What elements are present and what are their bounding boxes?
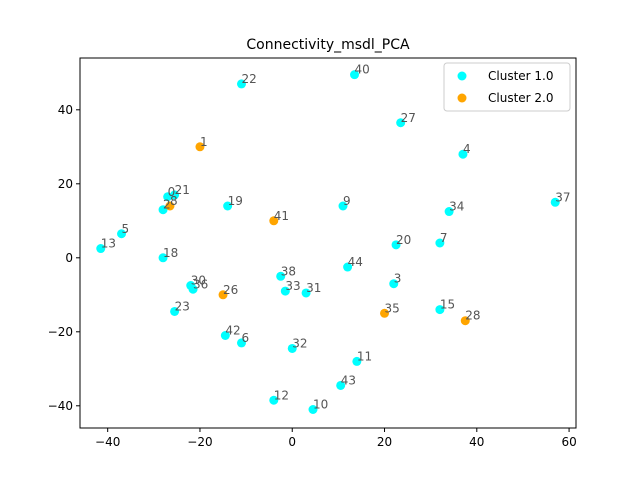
point-label-40: 40 xyxy=(355,63,370,77)
scatter-point-2 xyxy=(158,205,168,215)
scatter-point-21 xyxy=(170,190,180,200)
point-label-34: 34 xyxy=(449,200,464,214)
scatter-point-38 xyxy=(276,271,286,281)
y-tick-label: 40 xyxy=(58,103,73,117)
scatter-point-41 xyxy=(269,216,279,226)
point-label-27: 27 xyxy=(401,111,416,125)
y-axis: −40 −20 0 20 40 xyxy=(48,103,80,413)
scatter-point-22 xyxy=(236,79,246,89)
point-label-19: 19 xyxy=(228,194,243,208)
point-label-13: 13 xyxy=(101,237,116,251)
point-label-10: 10 xyxy=(313,398,328,412)
x-tick-label: −20 xyxy=(187,435,212,449)
point-label-22: 22 xyxy=(241,72,256,86)
point-label-33: 33 xyxy=(285,279,300,293)
point-label-4: 4 xyxy=(463,142,471,156)
point-label-0: 0 xyxy=(168,185,176,199)
point-label-11: 11 xyxy=(357,349,372,363)
scatter-point-32 xyxy=(287,343,297,353)
scatter-point-33 xyxy=(280,286,290,296)
point-label-6: 6 xyxy=(241,331,249,345)
point-label-7: 7 xyxy=(440,231,448,245)
scatter-point-9 xyxy=(338,201,348,211)
point-label-26: 26 xyxy=(223,283,238,297)
scatter-point-26 xyxy=(218,290,228,300)
chart-title: Connectivity_msdl_PCA xyxy=(246,37,410,53)
x-tick-label: −40 xyxy=(95,435,120,449)
scatter-point-20 xyxy=(391,240,401,250)
y-tick-label: −20 xyxy=(48,325,73,339)
scatter-point-43 xyxy=(336,380,346,390)
point-label-31: 31 xyxy=(306,281,321,295)
point-label-9: 9 xyxy=(343,194,351,208)
scatter-point-44 xyxy=(343,262,353,272)
point-label-43: 43 xyxy=(341,373,356,387)
x-tick-label: 20 xyxy=(377,435,392,449)
point-label-30: 30 xyxy=(191,274,206,288)
scatter-point-18 xyxy=(158,253,168,263)
point-label-38: 38 xyxy=(281,264,296,278)
scatter-point-28 xyxy=(460,316,470,326)
point-label-36: 36 xyxy=(193,277,208,291)
scatter-point-15 xyxy=(435,305,445,315)
point-label-35: 35 xyxy=(385,301,400,315)
point-label-42: 42 xyxy=(225,324,240,338)
scatter-point-31 xyxy=(301,288,311,298)
point-label-32: 32 xyxy=(292,336,307,350)
points-layer xyxy=(96,70,560,414)
legend-marker-cluster-1 xyxy=(457,71,467,81)
legend: Cluster 1.0 Cluster 2.0 xyxy=(443,62,571,112)
point-label-5: 5 xyxy=(122,222,130,236)
y-tick-label: 0 xyxy=(65,251,73,265)
legend-marker-cluster-2 xyxy=(457,93,467,103)
y-tick-label: 20 xyxy=(58,177,73,191)
scatter-point-1 xyxy=(195,142,205,152)
point-label-8: 8 xyxy=(170,194,178,208)
scatter-point-36 xyxy=(188,284,198,294)
x-tick-label: 60 xyxy=(561,435,576,449)
scatter-point-19 xyxy=(223,201,233,211)
point-label-3: 3 xyxy=(394,272,402,286)
scatter-point-8 xyxy=(165,201,175,211)
scatter-point-11 xyxy=(352,356,362,366)
axes-frame xyxy=(79,57,577,429)
point-labels-layer: 0234567910111213151819202122232730313233… xyxy=(101,63,571,412)
scatter-point-37 xyxy=(550,197,560,207)
scatter-point-35 xyxy=(380,308,390,318)
x-axis: −40 −20 0 20 40 60 xyxy=(95,428,577,449)
scatter-point-3 xyxy=(389,279,399,289)
point-label-23: 23 xyxy=(175,299,190,313)
scatter-point-5 xyxy=(117,229,127,239)
point-label-12: 12 xyxy=(274,388,289,402)
legend-label-cluster-1: Cluster 1.0 xyxy=(488,69,554,83)
point-label-1: 1 xyxy=(200,135,208,149)
scatter-point-12 xyxy=(269,395,279,405)
scatter-point-4 xyxy=(458,149,468,159)
x-tick-label: 40 xyxy=(469,435,484,449)
point-label-20: 20 xyxy=(396,233,411,247)
y-tick-label: −40 xyxy=(48,399,73,413)
scatter-point-27 xyxy=(396,118,406,128)
point-label-2: 2 xyxy=(163,198,171,212)
point-label-21: 21 xyxy=(175,183,190,197)
legend-label-cluster-2: Cluster 2.0 xyxy=(488,91,554,105)
scatter-point-0 xyxy=(163,192,173,202)
scatter-point-6 xyxy=(236,338,246,348)
point-label-37: 37 xyxy=(555,190,570,204)
point-label-28: 28 xyxy=(465,309,480,323)
scatter-point-34 xyxy=(444,207,454,217)
x-tick-label: 0 xyxy=(288,435,296,449)
point-label-44: 44 xyxy=(348,255,363,269)
scatter-point-13 xyxy=(96,244,106,254)
scatter-point-10 xyxy=(308,405,318,414)
point-label-18: 18 xyxy=(163,246,178,260)
point-label-15: 15 xyxy=(440,298,455,312)
legend-box xyxy=(443,62,571,112)
scatter-point-23 xyxy=(170,306,180,316)
scatter-point-40 xyxy=(350,70,360,80)
point-label-41: 41 xyxy=(274,209,289,223)
scatter-point-7 xyxy=(435,238,445,248)
scatter-point-42 xyxy=(220,331,230,340)
